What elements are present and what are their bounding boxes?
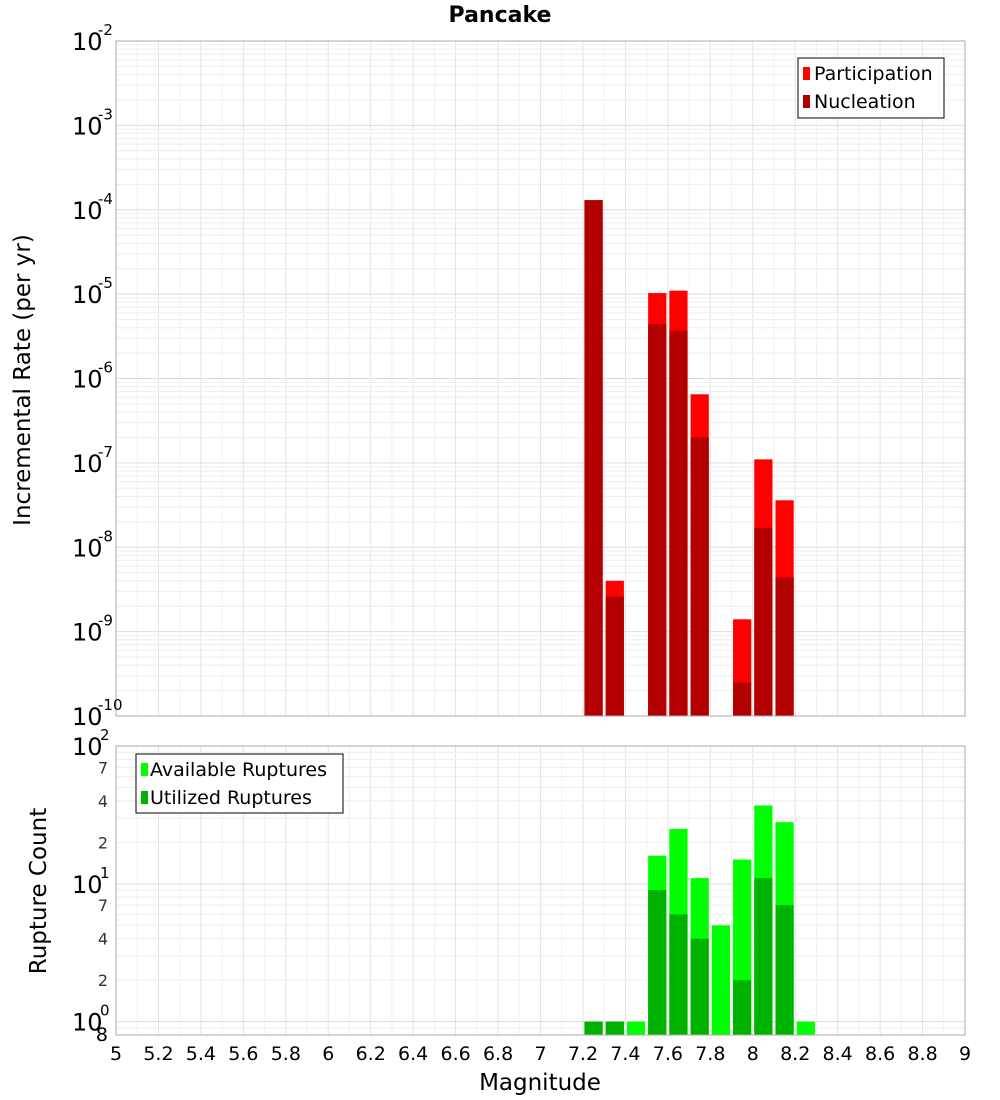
count-y-tick-base: 10 xyxy=(72,733,103,761)
rate-nucleation-bar xyxy=(754,527,773,716)
rate-y-tick-base: 10 xyxy=(72,197,103,225)
nucleation-legend-label: Nucleation xyxy=(814,91,916,113)
x-tick-label: 6 xyxy=(322,1043,334,1065)
x-tick-label: 5 xyxy=(110,1043,122,1065)
x-tick-label: 8.2 xyxy=(780,1043,810,1065)
rate-gridlines xyxy=(115,41,966,717)
count-plot-border xyxy=(115,745,966,1036)
rate-y-tick-exponent: -3 xyxy=(98,105,113,123)
count-bars xyxy=(584,805,815,1035)
rate-y-tick-labels: 10-210-310-410-510-610-710-810-910-10 xyxy=(72,21,123,731)
rate-nucleation-bar xyxy=(669,330,688,716)
count-y-tick-exponent: 2 xyxy=(100,726,110,744)
count-y-tick-exponent: 1 xyxy=(100,864,110,882)
x-tick-label: 7.8 xyxy=(695,1043,725,1065)
participation-legend-swatch xyxy=(803,67,810,80)
rate-bars xyxy=(584,200,794,716)
rate-y-tick-exponent: -8 xyxy=(98,527,113,545)
x-tick-label: 5.4 xyxy=(186,1043,216,1065)
x-tick-label: 5.2 xyxy=(143,1043,173,1065)
count-available-ruptures-bar xyxy=(711,925,731,1035)
chart-title: Pancake xyxy=(449,3,552,28)
count-y-minor-tick-label: 2 xyxy=(98,971,108,990)
rate-nucleation-bar xyxy=(775,577,794,716)
count-y-tick-base: 10 xyxy=(72,1009,103,1037)
count-y-minor-tick-label: 7 xyxy=(98,758,108,777)
x-tick-label: 9 xyxy=(959,1043,971,1065)
utilized-legend-label: Utilized Ruptures xyxy=(150,787,312,809)
rate-nucleation-bar xyxy=(690,437,709,716)
count-y-tick-base: 10 xyxy=(72,871,103,899)
participation-legend-label: Participation xyxy=(814,63,933,85)
x-tick-label: 5.6 xyxy=(228,1043,258,1065)
count-y-minor-tick-label: 4 xyxy=(98,792,108,811)
count-utilized-ruptures-bar xyxy=(648,890,667,1035)
available-legend-swatch xyxy=(141,763,148,776)
rate-y-tick-exponent: -9 xyxy=(98,612,113,630)
rate-nucleation-bar xyxy=(584,200,603,716)
x-tick-label: 8 xyxy=(747,1043,759,1065)
x-tick-label: 7.2 xyxy=(568,1043,598,1065)
rate-legend: Participation Nucleation xyxy=(797,57,945,119)
count-utilized-ruptures-bar xyxy=(754,878,773,1035)
count-y-minor-tick-label: 4 xyxy=(98,930,108,949)
rate-y-tick-exponent: -2 xyxy=(98,21,113,39)
x-tick-label: 7 xyxy=(534,1043,546,1065)
rate-nucleation-bar xyxy=(648,324,667,716)
x-tick-label: 7.4 xyxy=(610,1043,640,1065)
x-tick-label: 8.6 xyxy=(865,1043,895,1065)
rate-y-tick-base: 10 xyxy=(72,703,103,731)
rate-y-tick-base: 10 xyxy=(72,619,103,647)
rate-y-tick-exponent: -4 xyxy=(98,190,113,208)
x-tick-label: 6.2 xyxy=(356,1043,386,1065)
rate-y-tick-exponent: -7 xyxy=(98,443,113,461)
x-tick-label: 8.8 xyxy=(907,1043,937,1065)
count-y-minor-tick-label: 8 xyxy=(96,1024,108,1046)
count-y-minor-tick-label: 2 xyxy=(98,833,108,852)
count-y-axis-label: Rupture Count xyxy=(26,808,52,974)
rate-y-tick-exponent: -5 xyxy=(98,274,113,292)
rate-y-tick-base: 10 xyxy=(72,366,103,394)
count-y-minor-tick-label: 7 xyxy=(98,896,108,915)
utilized-legend-swatch xyxy=(141,791,148,804)
count-utilized-ruptures-bar xyxy=(775,905,794,1035)
nucleation-legend-swatch xyxy=(803,95,810,108)
rate-y-tick-base: 10 xyxy=(72,534,103,562)
rate-y-tick-base: 10 xyxy=(72,450,103,478)
rate-legend-box xyxy=(797,57,945,119)
count-utilized-ruptures-bar xyxy=(605,1021,624,1035)
x-tick-label: 8.4 xyxy=(823,1043,853,1065)
count-utilized-ruptures-bar xyxy=(669,914,688,1035)
count-gridlines xyxy=(115,746,966,1036)
rate-y-tick-base: 10 xyxy=(72,281,103,309)
count-legend: Available Ruptures Utilized Ruptures xyxy=(135,753,344,814)
rate-nucleation-bar xyxy=(733,682,752,716)
x-tick-label: 6.4 xyxy=(398,1043,428,1065)
x-tick-label: 6.6 xyxy=(440,1043,470,1065)
count-y-tick-exponent: 0 xyxy=(100,1002,110,1020)
rate-y-axis-label: Incremental Rate (per yr) xyxy=(10,234,36,526)
x-tick-labels: 5 5.2 5.4 5.6 5.8 6 6.2 6.4 6.6 6.8 7 7.2 7.4 7.6 7.8 8… xyxy=(110,1043,971,1065)
rate-y-tick-base: 10 xyxy=(72,112,103,140)
rate-y-tick-exponent: -10 xyxy=(98,696,123,714)
count-available-ruptures-bar xyxy=(626,1021,646,1035)
rate-plot-border xyxy=(115,40,966,717)
rate-nucleation-bar xyxy=(605,596,624,716)
available-legend-label: Available Ruptures xyxy=(150,759,327,781)
rate-y-tick-base: 10 xyxy=(72,28,103,56)
rate-y-tick-exponent: -6 xyxy=(98,359,113,377)
x-tick-label: 7.6 xyxy=(653,1043,683,1065)
count-legend-box xyxy=(135,753,344,814)
x-tick-label: 6.8 xyxy=(483,1043,513,1065)
x-axis-label: Magnitude xyxy=(479,1070,601,1096)
count-available-ruptures-bar xyxy=(796,1021,815,1035)
count-utilized-ruptures-bar xyxy=(584,1021,603,1035)
count-utilized-ruptures-bar xyxy=(733,980,752,1035)
rate-panel: 10-210-310-410-510-610-710-810-910-10 In… xyxy=(10,21,966,731)
x-tick-label: 5.8 xyxy=(271,1043,301,1065)
count-utilized-ruptures-bar xyxy=(690,938,709,1035)
